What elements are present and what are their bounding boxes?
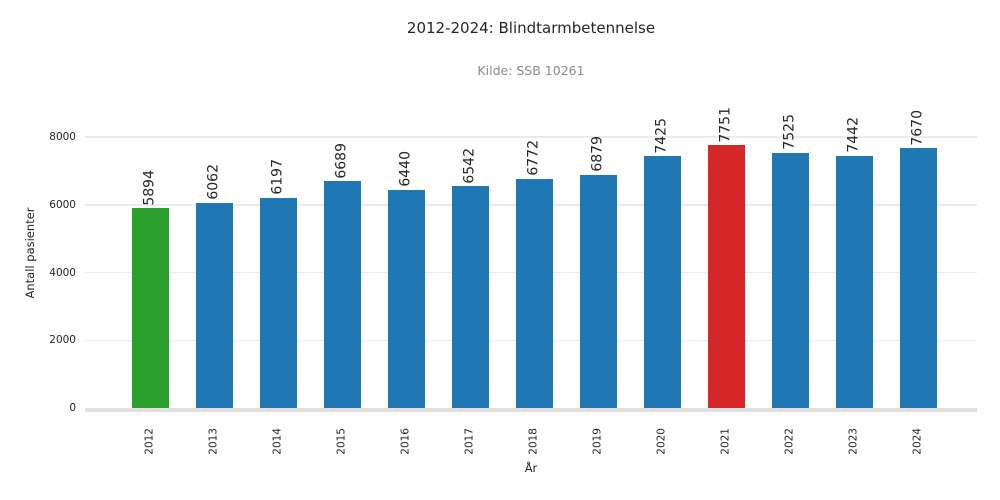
- x-tick-label: 2018: [527, 428, 540, 455]
- x-tick-label: 2017: [463, 428, 476, 455]
- x-tick-label: 2022: [783, 428, 796, 455]
- x-tick-label: 2013: [207, 428, 220, 455]
- x-axis-title: År: [524, 461, 538, 475]
- gridline-8000: [85, 136, 977, 138]
- bar-value-label: 6689: [333, 142, 350, 179]
- y-tick-label: 8000: [49, 131, 76, 143]
- y-axis-title: Antall pasienter: [23, 207, 37, 299]
- chart-title: 2012-2024: Blindtarmbetennelse: [406, 19, 656, 37]
- x-tick-label: 2020: [655, 428, 668, 455]
- chart-subtitle: Kilde: SSB 10261: [477, 63, 585, 78]
- bar-2021: [707, 145, 745, 408]
- bar-value-label: 7525: [781, 114, 798, 151]
- bar-value-label: 6542: [461, 147, 478, 184]
- x-tick-label: 2024: [911, 428, 924, 455]
- bar-value-label: 7425: [653, 117, 670, 154]
- bar-value-label: 6197: [269, 159, 286, 196]
- x-tick-label: 2015: [335, 428, 348, 455]
- bar-value-label: 6879: [589, 136, 606, 172]
- bar-2015: [323, 181, 361, 408]
- bar-value-label: 5894: [141, 169, 158, 206]
- x-tick-label: 2019: [591, 428, 604, 455]
- bar-2019: [579, 174, 617, 408]
- bar-2013: [195, 202, 233, 408]
- bar-2012: [131, 208, 169, 408]
- bar-2024: [899, 148, 937, 408]
- bar-2014: [259, 198, 297, 408]
- bar-value-label: 7442: [845, 117, 862, 153]
- x-tick-label: 2012: [143, 428, 156, 455]
- y-tick-label: 4000: [49, 266, 76, 279]
- bar-2017: [451, 186, 489, 408]
- bar-2022: [771, 153, 809, 408]
- bar-value-label: 6062: [205, 164, 222, 200]
- bar-2020: [643, 156, 681, 408]
- y-tick-label: 0: [69, 402, 76, 414]
- x-tick-label: 2021: [719, 428, 732, 455]
- y-tick-label: 2000: [49, 334, 76, 347]
- x-axis-line: [85, 408, 977, 412]
- bar-value-label: 7751: [717, 106, 734, 143]
- bar-value-label: 7670: [909, 109, 926, 146]
- x-tick-label: 2016: [399, 428, 412, 455]
- y-tick-label: 6000: [49, 198, 76, 211]
- bar-2023: [835, 155, 873, 408]
- bar-value-label: 6772: [525, 139, 542, 176]
- bar-2018: [515, 178, 553, 408]
- bar-2016: [387, 189, 425, 408]
- bar-value-label: 6440: [397, 151, 414, 187]
- x-tick-label: 2023: [847, 428, 860, 455]
- x-tick-label: 2014: [271, 428, 284, 455]
